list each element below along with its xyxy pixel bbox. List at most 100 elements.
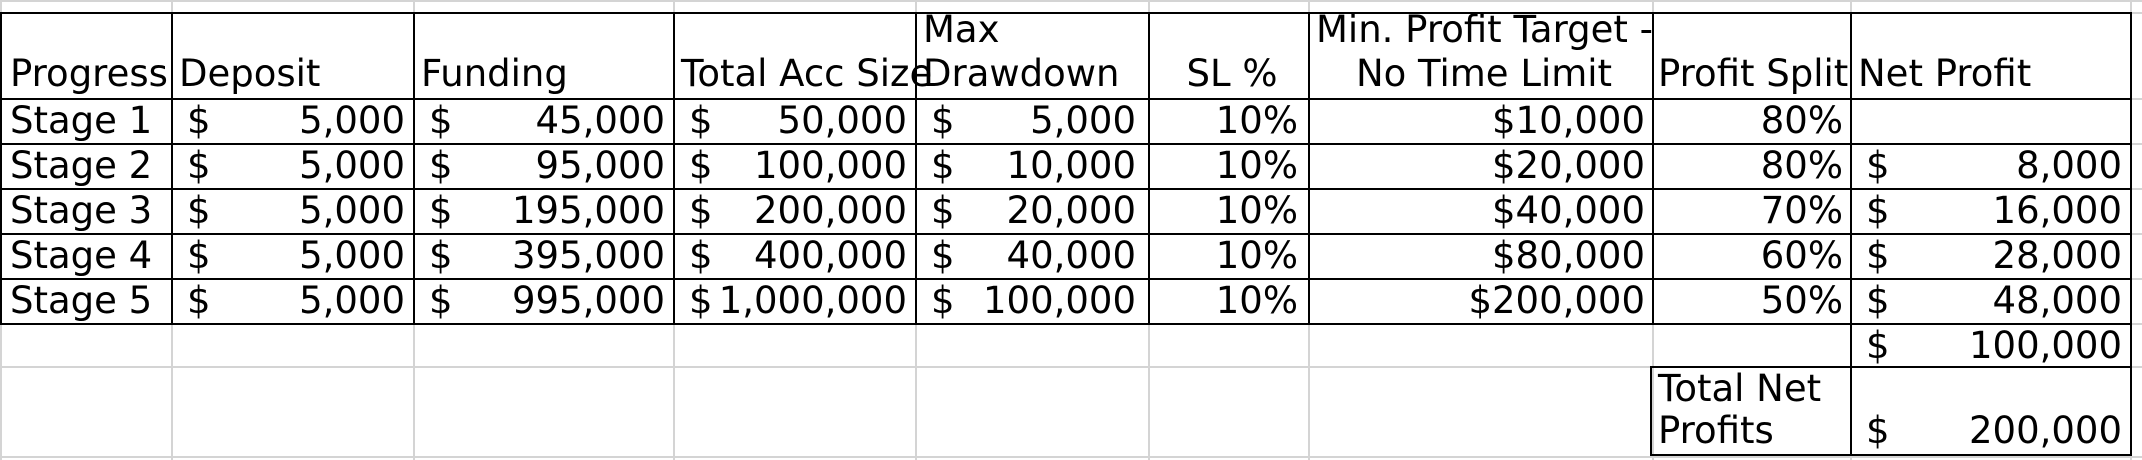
table-border-h (0, 323, 2130, 325)
cell-deposit: 5,000 (299, 144, 405, 187)
cell-net-currency: $ (1866, 234, 1890, 277)
table-border-v (1652, 12, 1654, 325)
cell-profit-target: $80,000 (1491, 234, 1645, 277)
table-border-h (0, 233, 2130, 235)
cell-net-currency: $ (1866, 279, 1890, 322)
total-border-v (1850, 323, 1852, 456)
cell-total-acc-size: 1,000,000 (718, 279, 907, 322)
table-border-v (673, 12, 675, 325)
total-net-profit: 200,000 (1968, 409, 2122, 452)
header-max-drawdown-line2: Drawdown (923, 52, 1120, 95)
cell-max-drawdown: 5,000 (1030, 99, 1136, 142)
cell-net-currency: $ (1866, 144, 1890, 187)
cell-net-profit: 28,000 (1992, 234, 2122, 277)
cell-deposit-currency: $ (187, 189, 211, 232)
grid-row-line (0, 366, 2142, 368)
header-deposit: Deposit (179, 52, 321, 95)
cell-deposit-currency: $ (187, 279, 211, 322)
cell-funding: 95,000 (535, 144, 665, 187)
subtotal-currency: $ (1866, 324, 1890, 367)
header-max-drawdown-line1: Max (923, 8, 1000, 51)
cell-sl-percent: 10% (1215, 99, 1298, 142)
cell-profit-split: 60% (1760, 234, 1843, 277)
cell-drawdown-currency: $ (931, 144, 955, 187)
cell-sl-percent: 10% (1215, 144, 1298, 187)
total-label-line1: Total Net (1658, 367, 1822, 410)
cell-funding-currency: $ (429, 279, 453, 322)
cell-funding: 395,000 (511, 234, 665, 277)
cell-total-acc-size: 200,000 (753, 189, 907, 232)
cell-deposit-currency: $ (187, 99, 211, 142)
cell-funding: 195,000 (511, 189, 665, 232)
subtotal-net-profit: 100,000 (1968, 324, 2122, 367)
cell-progress: Stage 2 (10, 144, 153, 187)
cell-total-acc-size: 400,000 (753, 234, 907, 277)
table-border-h (0, 143, 2130, 145)
total-border-v (2130, 323, 2132, 456)
cell-total-acc-size: 50,000 (777, 99, 907, 142)
cell-deposit: 5,000 (299, 279, 405, 322)
cell-net-profit: 48,000 (1992, 279, 2122, 322)
cell-profit-split: 70% (1760, 189, 1843, 232)
cell-net-profit: 8,000 (2016, 144, 2122, 187)
cell-total-currency: $ (689, 234, 713, 277)
header-sl-percent: SL % (1186, 52, 1278, 95)
cell-drawdown-currency: $ (931, 234, 955, 277)
table-border-v (413, 12, 415, 325)
cell-net-currency: $ (1866, 189, 1890, 232)
header-min-profit-line1: Min. Profit Target - (1316, 8, 1654, 51)
cell-progress: Stage 4 (10, 234, 153, 277)
cell-total-currency: $ (689, 279, 713, 322)
grid-row-line (0, 0, 2142, 2)
cell-progress: Stage 5 (10, 279, 153, 322)
cell-profit-target: $200,000 (1468, 279, 1645, 322)
cell-max-drawdown: 10,000 (1006, 144, 1136, 187)
cell-net-profit: 16,000 (1992, 189, 2122, 232)
cell-funding-currency: $ (429, 234, 453, 277)
cell-sl-percent: 10% (1215, 279, 1298, 322)
grid-row-line (0, 456, 2142, 458)
header-progress: Progress (10, 52, 168, 95)
total-label-border-v (1650, 366, 1652, 456)
table-border-h (0, 278, 2130, 280)
cell-progress: Stage 3 (10, 189, 153, 232)
cell-profit-target: $40,000 (1491, 189, 1645, 232)
table-border-v (915, 12, 917, 325)
cell-drawdown-currency: $ (931, 189, 955, 232)
cell-funding: 995,000 (511, 279, 665, 322)
cell-funding-currency: $ (429, 144, 453, 187)
cell-drawdown-currency: $ (931, 99, 955, 142)
header-min-profit-line2: No Time Limit (1355, 52, 1613, 95)
table-border-v (1308, 12, 1310, 325)
header-profit-split: Profit Split (1658, 52, 1849, 95)
cell-funding-currency: $ (429, 99, 453, 142)
cell-profit-target: $20,000 (1491, 144, 1645, 187)
cell-deposit: 5,000 (299, 189, 405, 232)
table-border-v (1850, 12, 1852, 325)
header-net-profit: Net Profit (1858, 52, 2032, 95)
total-currency: $ (1866, 409, 1890, 452)
cell-total-currency: $ (689, 144, 713, 187)
cell-total-currency: $ (689, 99, 713, 142)
table-border-v (0, 12, 2, 325)
cell-drawdown-currency: $ (931, 279, 955, 322)
cell-progress: Stage 1 (10, 99, 153, 142)
cell-max-drawdown: 100,000 (982, 279, 1136, 322)
cell-sl-percent: 10% (1215, 234, 1298, 277)
cell-total-currency: $ (689, 189, 713, 232)
table-border-v (2130, 12, 2132, 325)
total-border-bottom (1650, 454, 2132, 456)
cell-deposit-currency: $ (187, 144, 211, 187)
total-border-h (1850, 366, 2130, 368)
total-label-border-h (1650, 366, 1850, 368)
cell-profit-split: 80% (1760, 99, 1843, 142)
table-border-h (0, 98, 2130, 100)
table-border-h (0, 12, 2130, 14)
cell-profit-target: $10,000 (1491, 99, 1645, 142)
table-border-h (0, 188, 2130, 190)
cell-deposit-currency: $ (187, 234, 211, 277)
cell-funding-currency: $ (429, 189, 453, 232)
total-label-line2: Profits (1658, 409, 1774, 452)
cell-sl-percent: 10% (1215, 189, 1298, 232)
cell-max-drawdown: 20,000 (1006, 189, 1136, 232)
